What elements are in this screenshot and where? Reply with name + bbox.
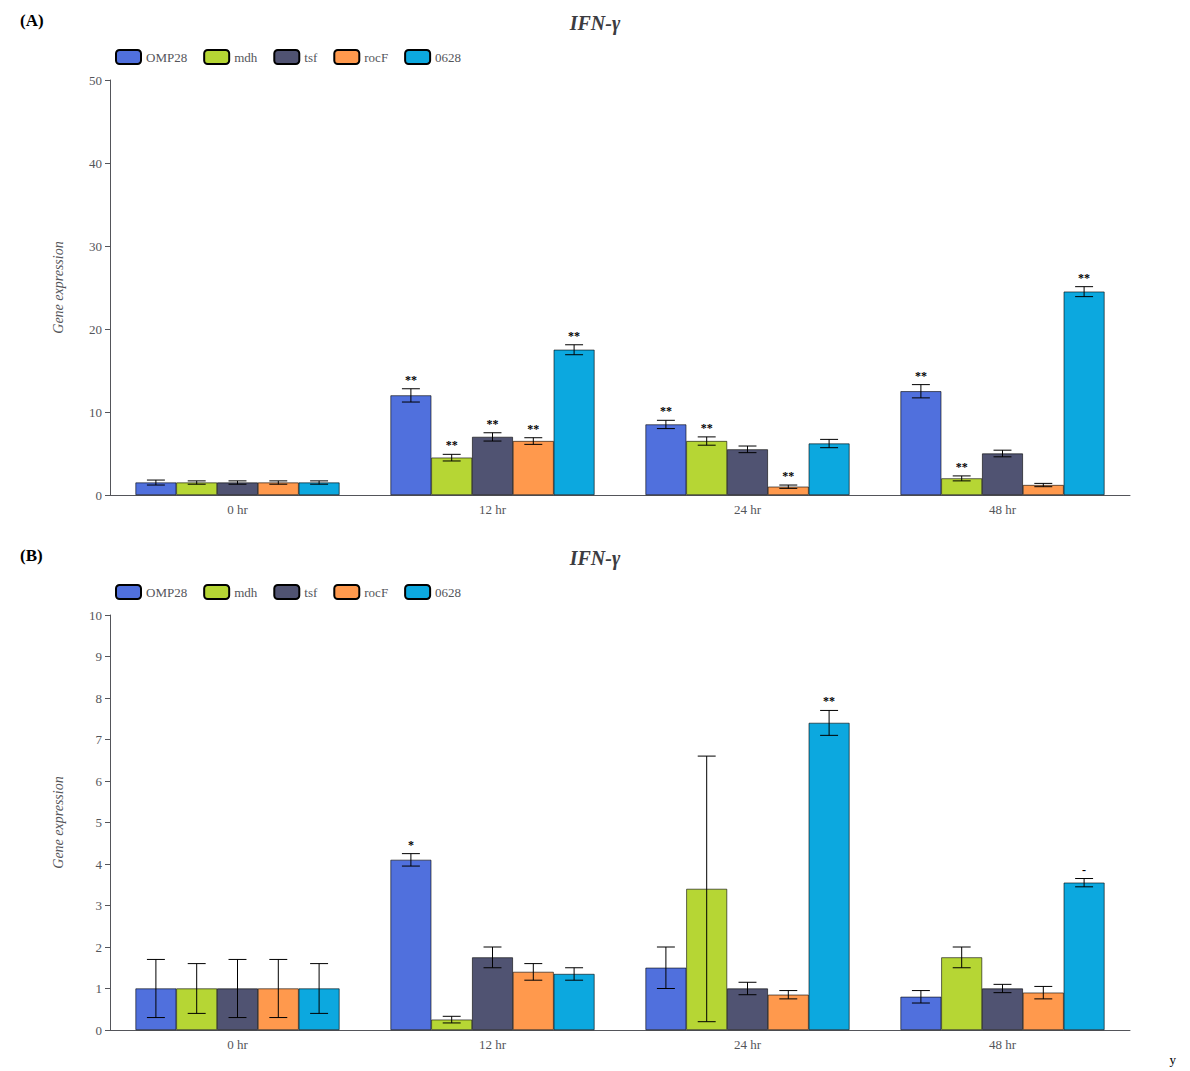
svg-text:tsf: tsf xyxy=(304,585,318,600)
svg-text:mdh: mdh xyxy=(234,50,258,65)
svg-text:**: ** xyxy=(660,404,672,418)
svg-text:0: 0 xyxy=(96,1023,103,1038)
svg-text:**: ** xyxy=(487,417,499,431)
svg-text:(B): (B) xyxy=(20,546,43,565)
svg-text:Gene expression: Gene expression xyxy=(51,776,66,868)
svg-text:24 hr: 24 hr xyxy=(734,502,762,517)
svg-text:y: y xyxy=(1170,1052,1177,1067)
svg-text:IFN-γ: IFN-γ xyxy=(569,547,621,570)
svg-text:0628: 0628 xyxy=(435,50,461,65)
svg-text:tsf: tsf xyxy=(304,50,318,65)
svg-text:**: ** xyxy=(782,469,794,483)
svg-text:10: 10 xyxy=(89,405,102,420)
svg-text:**: ** xyxy=(527,422,539,436)
svg-text:OMP28: OMP28 xyxy=(146,50,187,65)
svg-text:8: 8 xyxy=(96,691,103,706)
svg-text:4: 4 xyxy=(96,857,103,872)
svg-text:40: 40 xyxy=(89,156,102,171)
svg-text:**: ** xyxy=(568,329,580,343)
svg-text:9: 9 xyxy=(96,649,103,664)
svg-text:*: * xyxy=(408,838,414,852)
svg-text:(A): (A) xyxy=(20,11,44,30)
svg-text:12 hr: 12 hr xyxy=(479,1037,507,1052)
svg-text:**: ** xyxy=(405,373,417,387)
svg-text:24 hr: 24 hr xyxy=(734,1037,762,1052)
svg-text:-: - xyxy=(1082,863,1086,877)
svg-text:rocF: rocF xyxy=(364,585,388,600)
svg-text:0628: 0628 xyxy=(435,585,461,600)
svg-text:Gene expression: Gene expression xyxy=(51,241,66,333)
svg-text:0: 0 xyxy=(96,488,103,503)
svg-text:30: 30 xyxy=(89,239,102,254)
svg-text:**: ** xyxy=(1078,271,1090,285)
svg-text:0 hr: 0 hr xyxy=(227,502,248,517)
svg-text:0 hr: 0 hr xyxy=(227,1037,248,1052)
svg-text:rocF: rocF xyxy=(364,50,388,65)
svg-text:20: 20 xyxy=(89,322,102,337)
svg-text:**: ** xyxy=(823,694,835,708)
svg-text:7: 7 xyxy=(96,732,103,747)
svg-text:3: 3 xyxy=(96,898,103,913)
svg-text:1: 1 xyxy=(96,981,103,996)
svg-text:6: 6 xyxy=(96,774,103,789)
svg-text:48 hr: 48 hr xyxy=(989,502,1017,517)
svg-text:2: 2 xyxy=(96,940,103,955)
svg-text:OMP28: OMP28 xyxy=(146,585,187,600)
svg-text:**: ** xyxy=(446,438,458,452)
svg-text:**: ** xyxy=(915,369,927,383)
svg-text:mdh: mdh xyxy=(234,585,258,600)
svg-text:48 hr: 48 hr xyxy=(989,1037,1017,1052)
svg-text:50: 50 xyxy=(89,73,102,88)
svg-text:10: 10 xyxy=(89,608,102,623)
svg-text:12 hr: 12 hr xyxy=(479,502,507,517)
svg-text:5: 5 xyxy=(96,815,103,830)
svg-text:**: ** xyxy=(956,460,968,474)
svg-text:**: ** xyxy=(701,421,713,435)
svg-text:IFN-γ: IFN-γ xyxy=(569,12,621,35)
